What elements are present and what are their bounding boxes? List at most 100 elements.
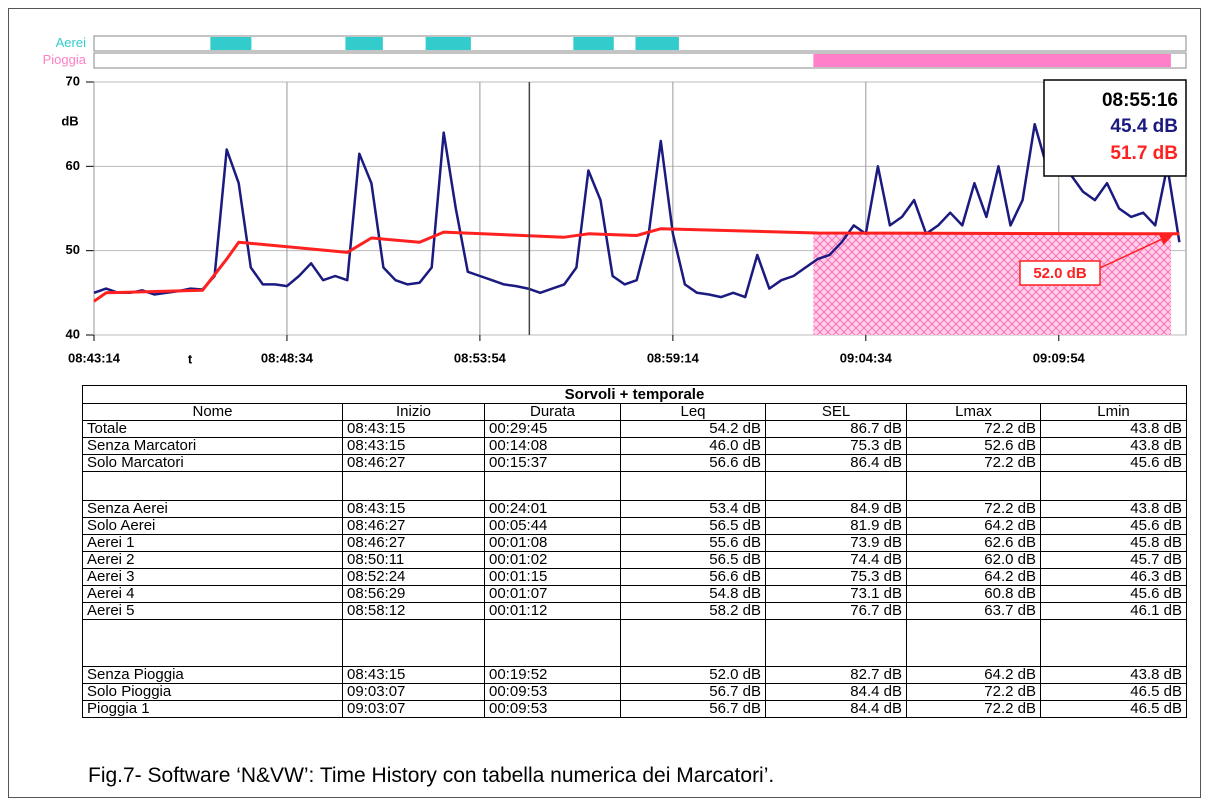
blank-cell	[82, 619, 343, 667]
y-axis-label: dB	[61, 113, 78, 128]
table-cell: Solo Marcatori	[82, 454, 343, 472]
blank-cell	[906, 471, 1041, 501]
column-header: Nome	[82, 403, 343, 421]
table-cell: Senza Pioggia	[82, 666, 343, 684]
table-cell: 84.4 dB	[765, 683, 907, 701]
table-row: Aerei 4 08:56:29 00:01:07 54.8 dB 73.1 dB 60.…	[82, 585, 1187, 603]
table-cell: 56.5 dB	[620, 551, 766, 569]
table-cell: 45.6 dB	[1040, 454, 1187, 472]
table-cell: 45.6 dB	[1040, 585, 1187, 603]
table-row: Senza Marcatori 08:43:15 00:14:08 46.0 dB 75…	[82, 437, 1187, 455]
blank-cell	[620, 619, 766, 667]
table-cell: 64.2 dB	[906, 666, 1041, 684]
table-cell: 00:01:12	[484, 602, 621, 620]
table-cell: 09:03:07	[342, 700, 485, 718]
table-cell: 08:52:24	[342, 568, 485, 586]
table-title: Sorvoli + temporale	[82, 385, 1187, 404]
y-tick-label: 60	[66, 158, 80, 173]
table-cell: 45.8 dB	[1040, 534, 1187, 552]
marker-interval	[573, 37, 614, 50]
x-tick-label: 08:53:54	[454, 350, 507, 365]
marker-table: Sorvoli + temporale Nome Inizio Durata Leq SE…	[82, 385, 1187, 718]
blank-cell	[1040, 471, 1187, 501]
table-cell: 53.4 dB	[620, 500, 766, 518]
table-cell: 45.7 dB	[1040, 551, 1187, 569]
table-cell: 09:03:07	[342, 683, 485, 701]
blank-cell	[765, 619, 907, 667]
series-line	[93, 227, 1180, 303]
marker-interval	[425, 37, 471, 50]
table-cell: 52.0 dB	[620, 666, 766, 684]
x-tick-label: 09:09:54	[1033, 350, 1086, 365]
table-row: Solo Marcatori 08:46:27 00:15:37 56.6 dB 86.…	[82, 454, 1187, 472]
blank-cell	[342, 619, 485, 667]
table-cell: 08:43:15	[342, 666, 485, 684]
cursor-value: 51.7 dB	[1110, 143, 1178, 164]
table-cell: 73.1 dB	[765, 585, 907, 603]
table-cell: 00:29:45	[484, 420, 621, 438]
table-row: Aerei 3 08:52:24 00:01:15 56.6 dB 75.3 dB 64.…	[82, 568, 1187, 586]
blank-cell	[484, 619, 621, 667]
table-cell: 08:50:11	[342, 551, 485, 569]
table-cell: 00:01:02	[484, 551, 621, 569]
marker-label: Pioggia	[43, 52, 87, 67]
column-header: Leq	[620, 403, 766, 421]
blank-cell	[620, 471, 766, 501]
cursor-time: 08:55:16	[1102, 90, 1178, 111]
table-row: Solo Aerei 08:46:27 00:05:44 56.5 dB 81.9 dB…	[82, 517, 1187, 535]
table-cell: 73.9 dB	[765, 534, 907, 552]
annotation-arrow	[1099, 233, 1175, 269]
table-cell: 72.2 dB	[906, 500, 1041, 518]
table-cell: 43.8 dB	[1040, 666, 1187, 684]
table-cell: 08:43:15	[342, 500, 485, 518]
table-cell: 46.1 dB	[1040, 602, 1187, 620]
column-header: Lmax	[906, 403, 1041, 421]
x-axis-label: t	[188, 351, 193, 366]
x-tick-label: 09:04:34	[840, 350, 893, 365]
table-cell: 00:24:01	[484, 500, 621, 518]
table-cell: 43.8 dB	[1040, 420, 1187, 438]
table-cell: 84.4 dB	[765, 700, 907, 718]
annotation-box	[1019, 260, 1101, 286]
table-cell: 08:43:15	[342, 437, 485, 455]
series-line	[93, 122, 1181, 299]
table-cell: 00:01:15	[484, 568, 621, 586]
annotation: 52.0 dB	[1033, 265, 1087, 282]
chart: dB t 40 50 60 70 08:43:14 08:48:34 08:53:54 08:…	[43, 35, 1187, 366]
table-cell: 08:43:15	[342, 420, 485, 438]
table-cell: 00:19:52	[484, 666, 621, 684]
table-cell: 62.0 dB	[906, 551, 1041, 569]
rain-hatch	[813, 232, 1171, 335]
blank-cell	[484, 471, 621, 501]
table-cell: 08:46:27	[342, 454, 485, 472]
table-cell: 00:09:53	[484, 700, 621, 718]
table-cell: 56.7 dB	[620, 700, 766, 718]
table-row: Pioggia 1 09:03:07 00:09:53 56.7 dB 84.4 dB 7…	[82, 700, 1187, 718]
table-cell: 46.5 dB	[1040, 683, 1187, 701]
table-row: Totale 08:43:15 00:29:45 54.2 dB 86.7 dB 72.2…	[82, 420, 1187, 438]
table-cell: 62.6 dB	[906, 534, 1041, 552]
table-cell: 72.2 dB	[906, 420, 1041, 438]
table-cell: 08:46:27	[342, 534, 485, 552]
table-row: Aerei 2 08:50:11 00:01:02 56.5 dB 74.4 dB 62.…	[82, 551, 1187, 569]
table-cell: Aerei 3	[82, 568, 343, 586]
marker-interval	[210, 37, 252, 50]
table-cell: 86.7 dB	[765, 420, 907, 438]
table-cell: 46.3 dB	[1040, 568, 1187, 586]
table-cell: 56.6 dB	[620, 454, 766, 472]
caption: Fig.7- Software ‘N&VW’: Time History con…	[88, 764, 775, 787]
column-header: Inizio	[342, 403, 485, 421]
column-header: SEL	[765, 403, 907, 421]
table-cell: 08:58:12	[342, 602, 485, 620]
cursor-box	[1043, 79, 1187, 177]
x-tick-label: 08:59:14	[647, 350, 700, 365]
table-cell: 00:09:53	[484, 683, 621, 701]
blank-row	[82, 619, 1187, 667]
table-cell: 46.5 dB	[1040, 700, 1187, 718]
x-tick-label: 08:48:34	[261, 350, 314, 365]
table-cell: 82.7 dB	[765, 666, 907, 684]
table-cell: 76.7 dB	[765, 602, 907, 620]
marker-interval	[813, 54, 1171, 67]
table-cell: 08:46:27	[342, 517, 485, 535]
cursor-value: 45.4 dB	[1110, 116, 1178, 137]
